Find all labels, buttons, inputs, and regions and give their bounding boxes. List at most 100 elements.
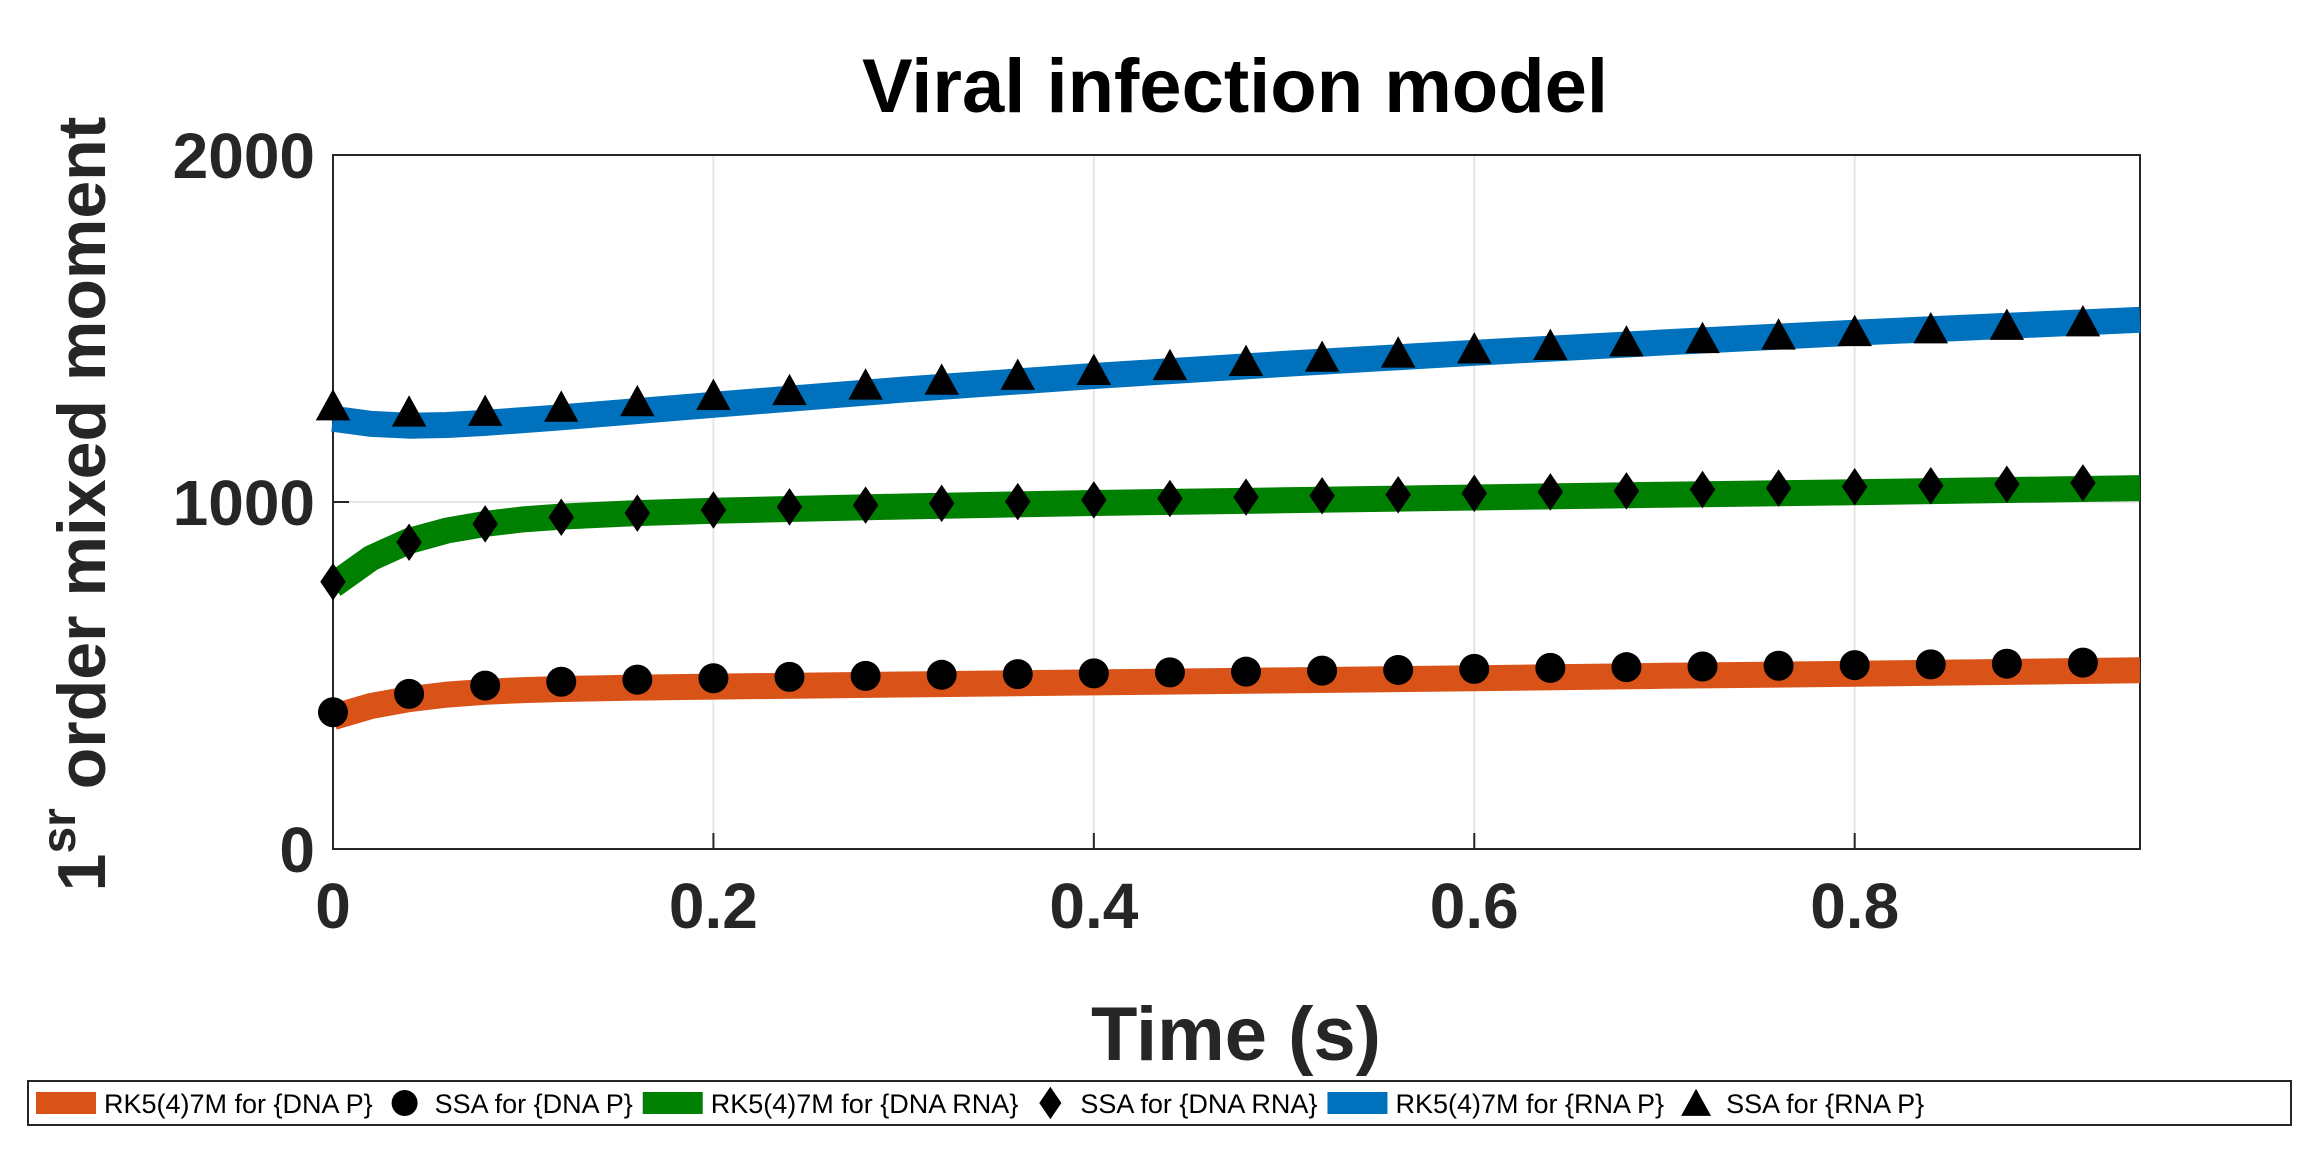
data-point-circle (470, 670, 501, 701)
data-point-triangle (1913, 312, 1949, 344)
data-point-circle (926, 659, 957, 690)
legend: RK5(4)7M for {DNA P} SSA for {DNA P} RK5(4… (27, 1080, 2292, 1126)
data-point-triangle (696, 378, 731, 410)
x-tick-label: 0.4 (1049, 870, 1138, 942)
series-markers (320, 464, 2096, 601)
legend-item: RK5(4)7M for {DNA RNA} (642, 1089, 1018, 1119)
data-point-triangle (1152, 348, 1188, 381)
data-point-circle (1687, 651, 1718, 682)
legend-swatch-line (1327, 1092, 1388, 1114)
legend-item: SSA for {DNA RNA} (1039, 1086, 1317, 1120)
data-point-triangle (315, 389, 351, 421)
data-point-circle (1154, 657, 1185, 688)
data-point-diamond (776, 488, 803, 526)
data-point-circle (1839, 650, 1870, 681)
data-point-diamond (1461, 474, 1488, 513)
legend-label: SSA for {RNA P} (1726, 1089, 1924, 1119)
data-point-diamond (1994, 465, 2020, 504)
y-axis-label-main: 1 (44, 854, 120, 892)
data-point-diamond (1081, 481, 1107, 519)
data-point-diamond (1613, 472, 1640, 510)
data-point-diamond (2070, 464, 2096, 502)
y-tick-label: 1000 (173, 467, 315, 539)
legend-swatch-diamond (1039, 1086, 1062, 1120)
data-point-triangle (1533, 328, 1568, 361)
y-tick-label: 2000 (173, 120, 315, 192)
legend-label: SSA for {DNA RNA} (1080, 1089, 1317, 1119)
data-point-circle (1383, 654, 1414, 685)
data-point-diamond (624, 494, 651, 532)
data-point-diamond (928, 484, 955, 523)
data-point-triangle (1457, 332, 1492, 364)
legend-swatch-line (36, 1092, 96, 1114)
x-axis-ticks: 0 0.2 0.4 0.6 0.8 (315, 833, 1899, 942)
x-tick-label: 0.8 (1810, 870, 1899, 942)
legend-item: SSA for {DNA P} (391, 1089, 633, 1119)
data-point-circle (622, 664, 653, 695)
series-line (329, 657, 2141, 730)
data-point-triangle (620, 384, 655, 417)
legend-label: SSA for {DNA P} (435, 1089, 633, 1119)
series-line (325, 475, 2141, 596)
data-point-diamond (548, 498, 575, 537)
data-point-triangle (1000, 358, 1036, 390)
data-point-circle (318, 697, 348, 728)
data-point-diamond (1233, 478, 1259, 516)
x-tick-label: 0.6 (1430, 870, 1519, 942)
series-line (331, 306, 2141, 439)
data-point-circle (774, 661, 805, 692)
data-point-diamond (1537, 473, 1564, 511)
legend-swatch-line (642, 1092, 703, 1114)
x-tick-label: 0.2 (669, 870, 758, 942)
data-point-triangle (391, 395, 427, 427)
data-point-diamond (1841, 467, 1868, 506)
data-point-triangle (1609, 325, 1644, 357)
data-point-circle (1002, 659, 1033, 690)
chart-title: Viral infection model (862, 44, 1608, 129)
data-point-triangle (924, 363, 959, 395)
data-point-triangle (772, 373, 807, 406)
data-point-triangle (2065, 305, 2101, 337)
data-point-triangle (1228, 344, 1264, 376)
legend-label: RK5(4)7M for {DNA P} (104, 1089, 373, 1119)
legend-item: RK5(4)7M for {DNA P} (36, 1089, 373, 1119)
data-point-diamond (1689, 470, 1716, 509)
y-axis-label: 1sr order mixed moment (33, 117, 120, 892)
data-point-diamond (396, 523, 422, 562)
data-point-diamond (1157, 479, 1183, 518)
series-markers (318, 647, 2098, 728)
series-markers (315, 305, 2101, 427)
data-point-circle (1307, 655, 1338, 686)
data-point-circle (698, 663, 729, 694)
data-point-triangle (1380, 336, 1416, 368)
data-point-diamond (472, 505, 498, 543)
data-point-circle (1459, 653, 1490, 684)
data-point-circle (394, 678, 425, 709)
legend-label: RK5(4)7M for {RNA P} (1395, 1089, 1664, 1119)
data-point-triangle (1304, 340, 1340, 372)
data-point-triangle (1076, 353, 1112, 385)
data-point-triangle (544, 390, 579, 422)
data-point-diamond (852, 486, 879, 524)
legend-item: SSA for {RNA P} (1681, 1088, 1924, 1119)
data-point-circle (546, 666, 577, 697)
legend-item: RK5(4)7M for {RNA P} (1327, 1089, 1664, 1119)
data-point-circle (1915, 649, 1946, 680)
x-tick-label: 0 (315, 870, 351, 942)
data-point-triangle (1761, 318, 1796, 350)
data-point-diamond (1918, 466, 1944, 505)
data-point-circle (1231, 656, 1262, 687)
data-point-triangle (1989, 308, 2025, 340)
plot-series (315, 305, 2141, 730)
data-point-triangle (848, 368, 883, 400)
data-point-circle (1763, 650, 1794, 681)
data-point-triangle (1685, 321, 1720, 354)
data-point-diamond (1385, 475, 1411, 514)
data-point-circle (1991, 648, 2022, 679)
data-point-circle (1078, 658, 1109, 689)
data-point-circle (2067, 647, 2098, 678)
y-axis-ticks: 0 1000 2000 (173, 120, 349, 886)
legend-swatch-triangle (1681, 1088, 1712, 1116)
y-tick-label: 0 (279, 814, 315, 886)
y-axis-label-rest: order mixed moment (44, 117, 120, 809)
